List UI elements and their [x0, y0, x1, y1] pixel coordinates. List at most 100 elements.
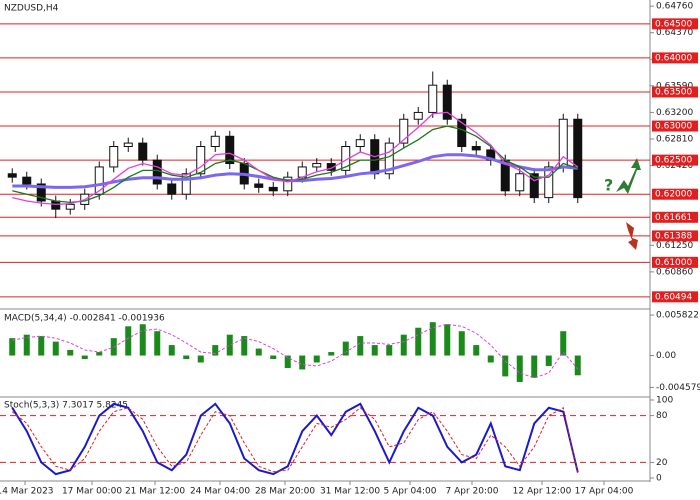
candle-body [384, 142, 394, 175]
svg-text:?: ? [604, 176, 613, 195]
macd-bar [531, 355, 538, 378]
y-tick-label: -0.004579 [656, 383, 700, 393]
y-tick-label: 0.64370 [656, 28, 693, 38]
level-label-bg [652, 230, 698, 242]
x-tick-label: 24 Mar 04:00 [190, 487, 250, 497]
candle-body [515, 173, 525, 192]
x-tick-label: 28 Mar 20:00 [255, 487, 315, 497]
macd-bar [516, 355, 523, 382]
candle-body [471, 146, 481, 151]
y-tick-label: 80 [656, 411, 668, 421]
candle-body [225, 135, 235, 165]
macd-bar [458, 331, 465, 356]
candle-body [152, 159, 162, 185]
macd-bar [545, 355, 552, 366]
macd-bar [371, 345, 378, 356]
macd-bar [574, 355, 581, 376]
y-tick-label: 20 [656, 458, 668, 468]
candle-body [413, 111, 423, 120]
macd-bar [270, 355, 277, 360]
candle-body [210, 135, 220, 148]
macd-bar [81, 355, 88, 360]
level-label: 0.62000 [655, 190, 692, 200]
x-tick-label: 12 Apr 12:00 [513, 487, 572, 497]
x-tick-label: 7 Apr 20:00 [446, 487, 499, 497]
y-tick-label: 0 [656, 474, 662, 484]
level-label-bg [652, 256, 698, 268]
candle-body [326, 163, 336, 171]
candle-body [94, 166, 104, 195]
macd-bar [38, 336, 45, 356]
y-tick-label: 0.63590 [656, 81, 693, 91]
candle-body [65, 203, 75, 210]
level-label-bg [652, 120, 698, 132]
candle-body [123, 142, 133, 148]
macd-bar [357, 336, 364, 356]
level-label: 0.63500 [655, 87, 692, 97]
macd-bar [183, 355, 190, 360]
macd-bar [52, 341, 59, 356]
level-label: 0.61000 [655, 258, 692, 268]
macd-bar [313, 355, 320, 363]
macd-bar [502, 355, 509, 377]
buy-signal: ? [604, 158, 641, 195]
candle-body [7, 173, 17, 178]
macd-bar [255, 348, 262, 356]
moving-average [12, 153, 578, 189]
y-tick-label: 0.64760 [656, 2, 693, 12]
level-label-bg [652, 86, 698, 98]
x-tick-label: 31 Mar 12:00 [320, 487, 380, 497]
macd-bar [415, 327, 422, 356]
level-label: 0.61388 [655, 231, 692, 241]
macd-signal [12, 323, 579, 379]
level-label: 0.60494 [655, 292, 692, 302]
candle-body [109, 146, 119, 168]
level-label: 0.61661 [655, 213, 692, 223]
macd-bar [342, 341, 349, 356]
macd-bar [67, 349, 74, 356]
candle-body [312, 163, 322, 168]
level-label-bg [652, 52, 698, 64]
x-tick-label: 17 Apr 04:00 [575, 487, 634, 497]
macd-bar [400, 334, 407, 356]
macd-bar [444, 324, 451, 356]
macd-bar [299, 355, 306, 370]
x-tick-label: 21 Mar 12:00 [125, 487, 185, 497]
stoch-title: Stoch(5,3,3) 7.3017 5.8245 [4, 401, 128, 411]
macd-bar [212, 345, 219, 356]
level-label: 0.64000 [655, 53, 692, 63]
level-label: 0.62500 [655, 156, 692, 166]
candle-body [457, 118, 467, 148]
macd-bar [96, 352, 103, 356]
y-tick-label: 0.60860 [656, 267, 693, 277]
candle-body [355, 139, 365, 148]
macd-bar [139, 324, 146, 356]
x-tick-label: 17 Mar 00:00 [62, 487, 122, 497]
candle-body [51, 200, 61, 210]
candle-body [167, 183, 177, 195]
y-tick-label: 0.62810 [656, 135, 693, 145]
macd-bar [125, 326, 132, 356]
macd-bar [23, 334, 30, 356]
macd-bar [226, 334, 233, 356]
level-label-bg [652, 18, 698, 30]
candle-body [529, 173, 539, 199]
stoch-main [11, 402, 579, 476]
candle-body [138, 142, 148, 161]
candle-body [22, 176, 32, 185]
macd-bar [154, 331, 161, 356]
candle-body [442, 84, 452, 120]
macd-bar [284, 355, 291, 369]
candle-body [181, 173, 191, 195]
x-tick-label: 5 Apr 04:00 [384, 487, 437, 497]
level-label-bg [652, 211, 698, 223]
macd-bar [168, 345, 175, 356]
macd-bar [9, 338, 16, 356]
y-tick-label: 0.005822 [656, 311, 699, 321]
y-tick-label: 0.00 [656, 351, 676, 361]
candle-body [399, 118, 409, 144]
candle-body [573, 118, 583, 199]
macd-bar [328, 352, 335, 356]
